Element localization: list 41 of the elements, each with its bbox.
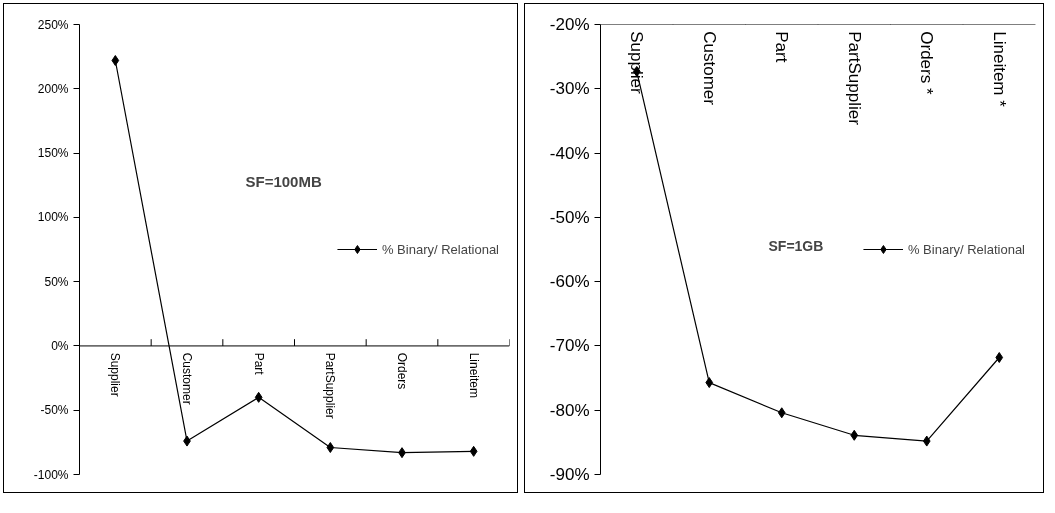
y-tick-label: -50% <box>40 403 69 418</box>
y-tick-label: -50% <box>549 207 590 227</box>
point <box>777 407 786 419</box>
y-tick-label: -60% <box>549 272 590 292</box>
point <box>326 442 335 453</box>
x-tick-label: Supplier <box>108 352 123 397</box>
y-tick-label: 0% <box>51 338 69 353</box>
x-tick-label: Customer <box>699 31 719 106</box>
y-tick-label: 100% <box>37 210 69 225</box>
point <box>254 391 263 403</box>
legend-label: % Binary/ Relational <box>907 241 1025 257</box>
legend-label: % Binary/ Relational <box>381 241 499 257</box>
y-tick-label: 200% <box>37 81 69 96</box>
x-tick-label: Lineitem * <box>989 31 1009 108</box>
y-tick-label: 150% <box>37 146 69 161</box>
point <box>469 445 478 457</box>
x-tick-label: PartSupplier <box>323 352 338 419</box>
point <box>111 55 120 66</box>
y-tick-label: -70% <box>549 336 590 356</box>
point <box>850 429 859 441</box>
y-tick-label: -100% <box>33 467 69 482</box>
x-tick-label: Lineitem <box>466 352 481 399</box>
point <box>705 377 714 389</box>
x-tick-label: Customer <box>180 352 194 405</box>
x-tick-label: Part <box>772 31 792 63</box>
y-tick-label: -80% <box>549 400 590 420</box>
annotation: SF=100MB <box>245 173 322 191</box>
y-tick-label: 50% <box>44 274 69 289</box>
x-tick-label: Orders <box>395 352 409 390</box>
x-tick-label: Part <box>251 352 266 376</box>
point <box>995 352 1004 363</box>
x-tick-label: PartSupplier <box>844 31 864 126</box>
x-tick-label: Supplier <box>627 31 647 94</box>
point <box>922 435 931 447</box>
y-tick-label: -40% <box>549 143 590 163</box>
x-tick-label: Orders * <box>917 31 937 95</box>
y-tick-label: -30% <box>549 79 590 99</box>
y-tick-label: 250% <box>37 17 69 32</box>
y-tick-label: -90% <box>549 465 590 484</box>
annotation: SF=1GB <box>768 238 824 254</box>
y-tick-label: -20% <box>549 15 590 34</box>
